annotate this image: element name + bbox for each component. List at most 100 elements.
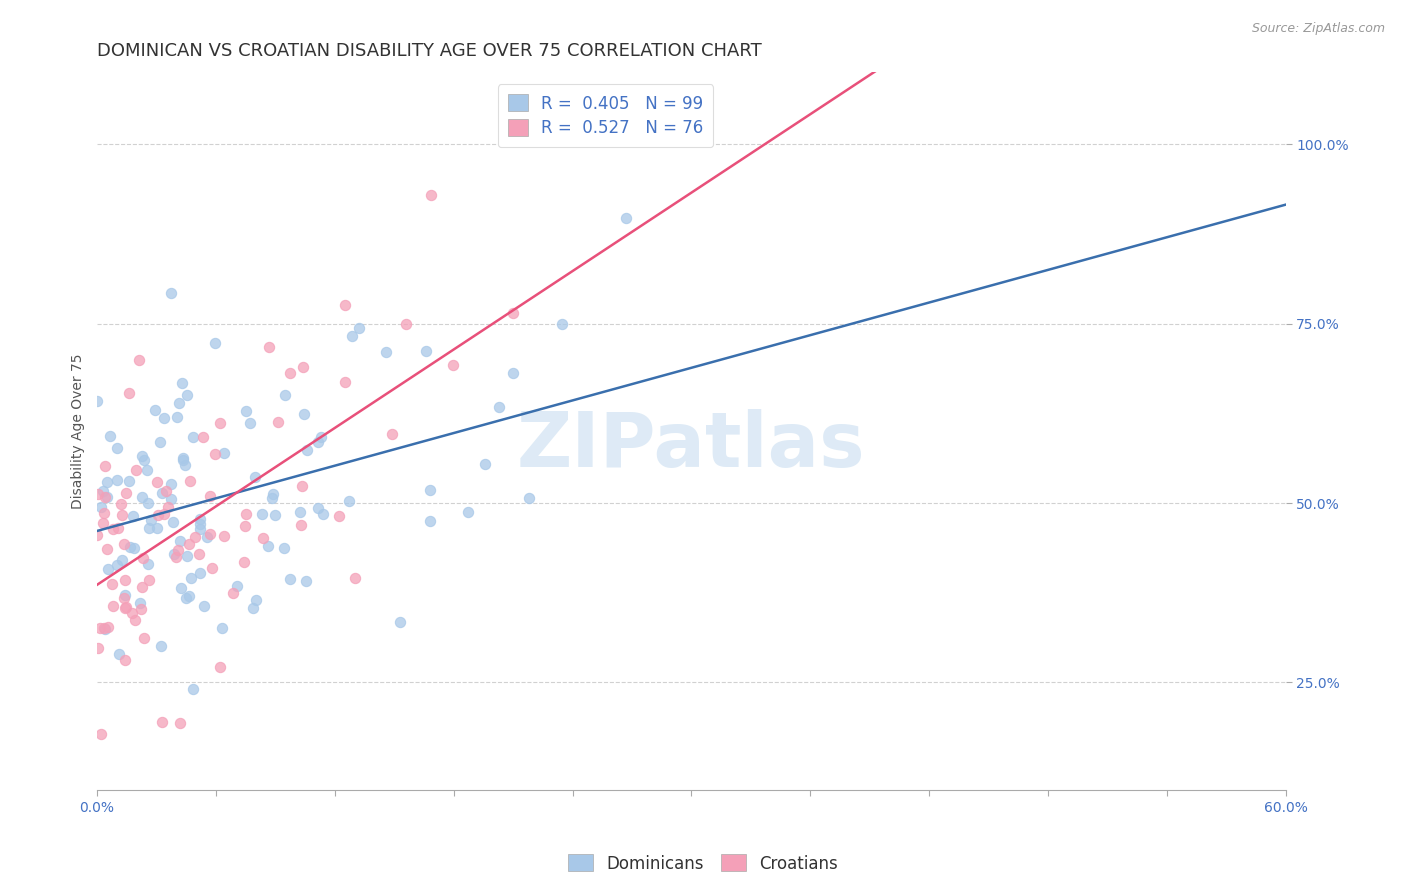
Point: [112, 591, 135, 605]
Point: [188, 512, 211, 526]
Point: [155, 484, 177, 499]
Point: [131, 449, 153, 463]
Point: [191, 430, 214, 444]
Point: [114, 573, 136, 587]
Point: [101, 599, 124, 613]
Point: [295, 574, 318, 589]
Point: [100, 429, 122, 443]
Point: [233, 519, 256, 533]
Point: [502, 306, 524, 320]
Point: [264, 508, 287, 523]
Point: [517, 491, 540, 505]
Point: [114, 653, 136, 667]
Point: [169, 396, 191, 410]
Point: [90, 500, 112, 514]
Legend: Dominicans, Croatians: Dominicans, Croatians: [561, 847, 845, 880]
Point: [160, 491, 183, 506]
Point: [86, 394, 108, 409]
Point: [150, 715, 173, 730]
Point: [394, 317, 416, 331]
Point: [160, 476, 183, 491]
Point: [179, 474, 201, 488]
Point: [136, 496, 159, 510]
Point: [90, 727, 112, 741]
Point: [165, 550, 187, 565]
Point: [176, 388, 198, 402]
Point: [163, 547, 186, 561]
Point: [328, 509, 350, 524]
Point: [173, 458, 195, 472]
Point: [93, 621, 115, 635]
Point: [259, 340, 281, 354]
Point: [614, 211, 637, 225]
Point: [179, 590, 201, 604]
Point: [172, 452, 194, 467]
Point: [212, 528, 235, 542]
Point: [235, 507, 257, 521]
Point: [124, 613, 146, 627]
Point: [91, 516, 114, 530]
Point: [105, 558, 128, 573]
Point: [335, 298, 357, 312]
Point: [122, 508, 145, 523]
Point: [114, 601, 136, 615]
Point: [135, 463, 157, 477]
Point: [129, 596, 152, 610]
Point: [160, 286, 183, 301]
Point: [118, 475, 141, 489]
Text: DOMINICAN VS CROATIAN DISABILITY AGE OVER 75 CORRELATION CHART: DOMINICAN VS CROATIAN DISABILITY AGE OVE…: [97, 42, 762, 60]
Point: [342, 329, 364, 343]
Point: [307, 435, 329, 450]
Point: [120, 540, 142, 554]
Legend: R =  0.405   N = 99, R =  0.527   N = 76: R = 0.405 N = 99, R = 0.527 N = 76: [498, 85, 713, 147]
Point: [134, 453, 156, 467]
Point: [343, 571, 366, 585]
Point: [198, 527, 221, 541]
Point: [169, 533, 191, 548]
Point: [375, 344, 398, 359]
Point: [146, 475, 169, 489]
Point: [156, 500, 179, 515]
Point: [129, 602, 152, 616]
Point: [309, 430, 332, 444]
Point: [262, 487, 284, 501]
Point: [290, 518, 312, 533]
Point: [111, 508, 134, 523]
Point: [89, 621, 111, 635]
Point: [181, 681, 204, 696]
Point: [252, 507, 274, 521]
Point: [291, 360, 314, 375]
Point: [121, 606, 143, 620]
Point: [87, 486, 110, 500]
Point: [87, 640, 110, 655]
Point: [474, 457, 496, 471]
Point: [209, 416, 232, 430]
Point: [93, 622, 115, 636]
Point: [198, 489, 221, 503]
Text: ZIPatlas: ZIPatlas: [517, 409, 866, 483]
Point: [141, 513, 163, 527]
Point: [170, 581, 193, 595]
Point: [211, 621, 233, 635]
Point: [274, 388, 297, 402]
Point: [201, 561, 224, 575]
Point: [100, 576, 122, 591]
Point: [381, 427, 404, 442]
Point: [174, 591, 197, 605]
Point: [242, 601, 264, 615]
Point: [111, 553, 134, 567]
Point: [209, 660, 232, 674]
Point: [188, 566, 211, 580]
Point: [169, 716, 191, 731]
Point: [488, 400, 510, 414]
Point: [115, 600, 138, 615]
Point: [252, 531, 274, 545]
Point: [136, 557, 159, 571]
Point: [419, 483, 441, 497]
Point: [172, 450, 194, 465]
Point: [288, 505, 311, 519]
Point: [235, 404, 257, 418]
Point: [204, 447, 226, 461]
Point: [114, 588, 136, 602]
Point: [214, 446, 236, 460]
